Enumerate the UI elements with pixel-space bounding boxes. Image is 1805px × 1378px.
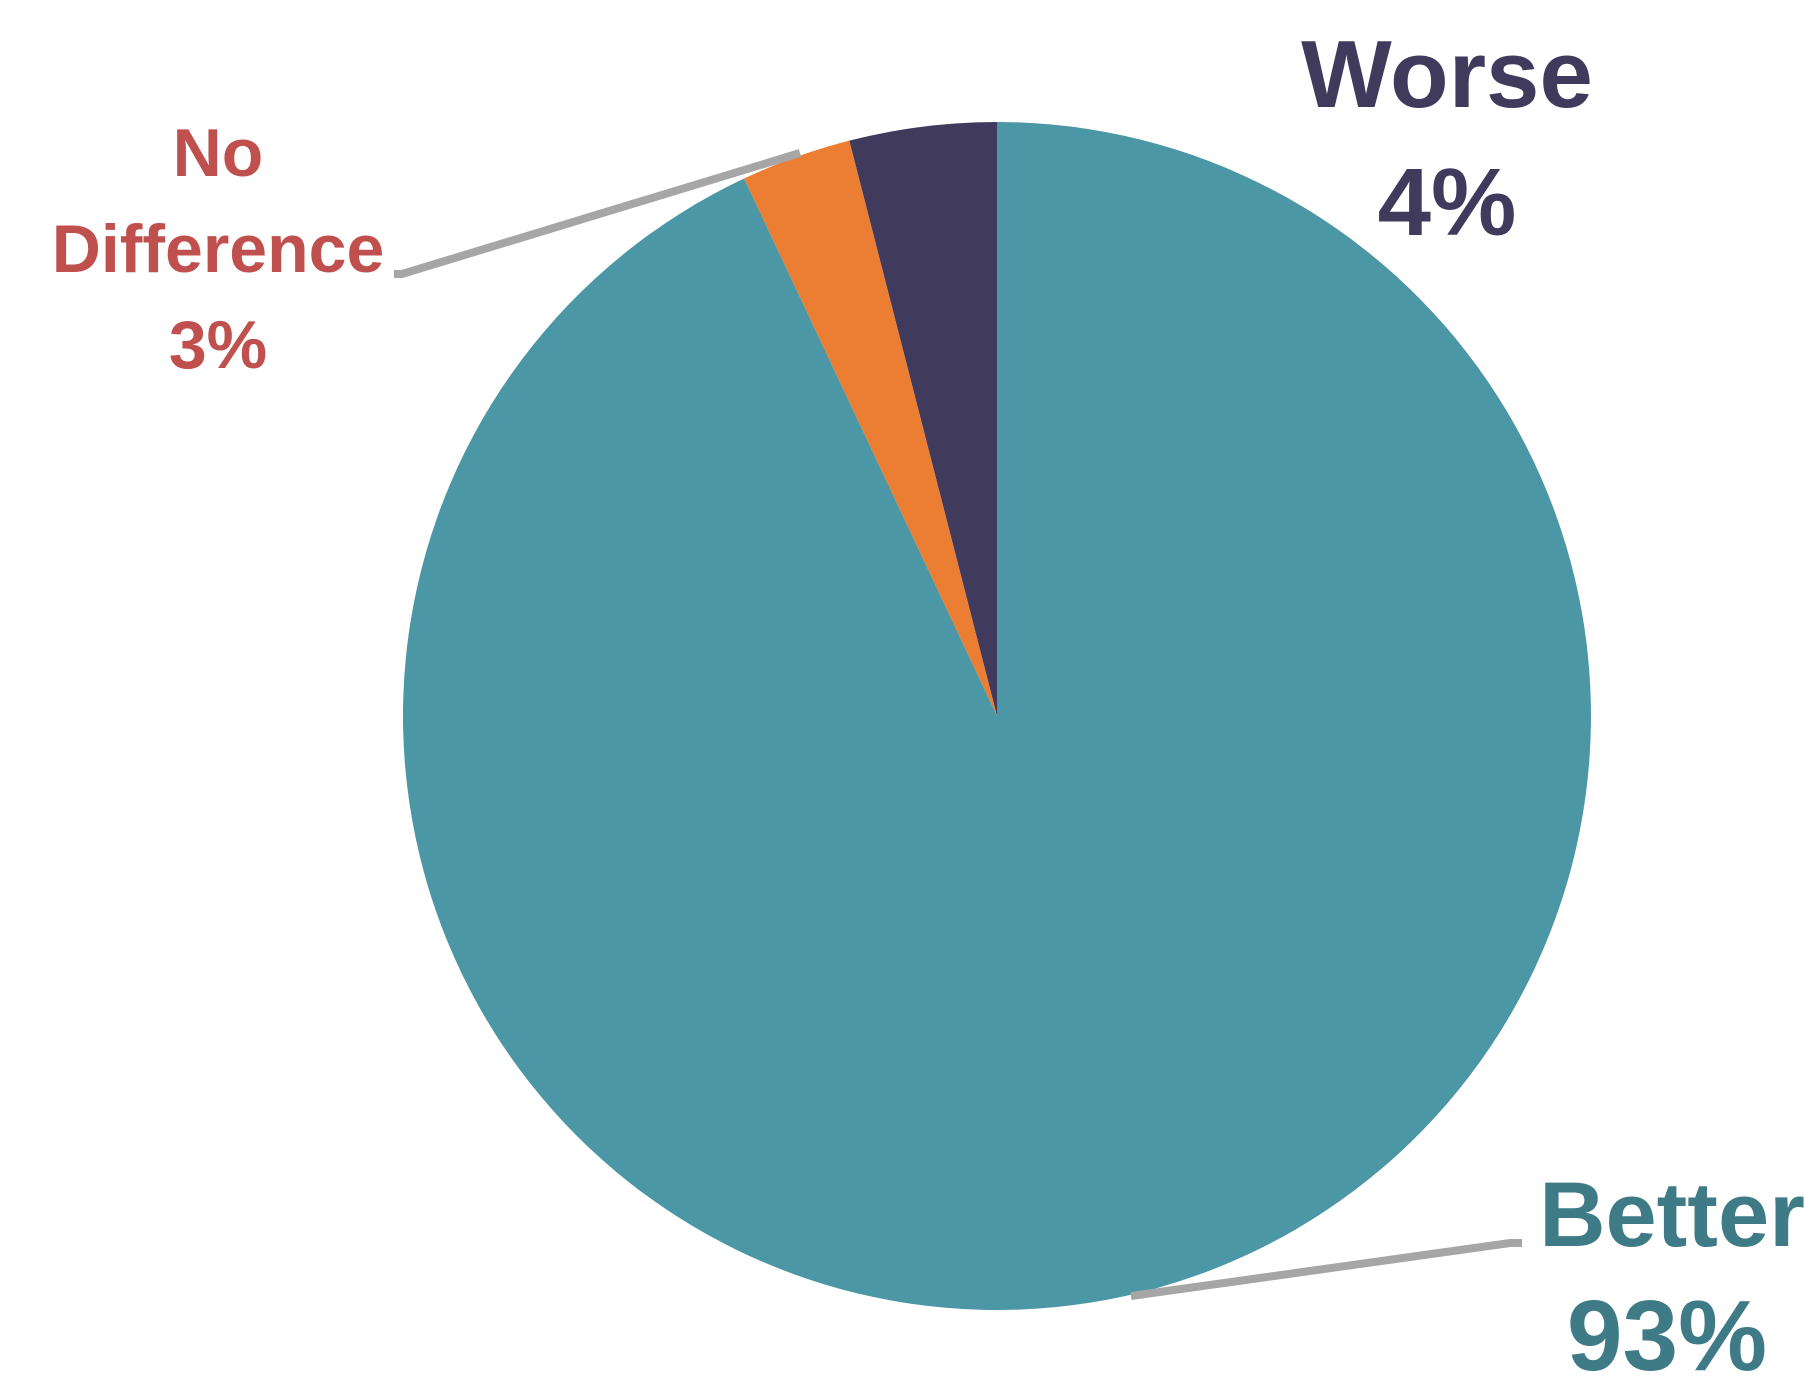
pie-slice-no-difference [744, 140, 997, 716]
leader-lines [394, 149, 1522, 1300]
slice-label-no-difference: No [173, 115, 264, 191]
pie-slice-better [403, 122, 1591, 1311]
leader-line-better [1130, 1239, 1522, 1300]
pie-slice-worse [849, 122, 997, 716]
slice-label-worse: Worse [1301, 21, 1593, 128]
slice-value-no-difference: 3% [169, 307, 267, 383]
leader-line-no-difference [394, 149, 802, 278]
slice-label-better: Better [1539, 1164, 1805, 1266]
slice-label-no-difference-line2: Difference [52, 211, 385, 287]
slice-value-better: 93% [1567, 1280, 1767, 1378]
slice-value-worse: 4% [1378, 149, 1517, 256]
data-labels: Worse 4% No Difference 3% Better 93% [52, 21, 1805, 1378]
pie-slices [403, 122, 1591, 1311]
